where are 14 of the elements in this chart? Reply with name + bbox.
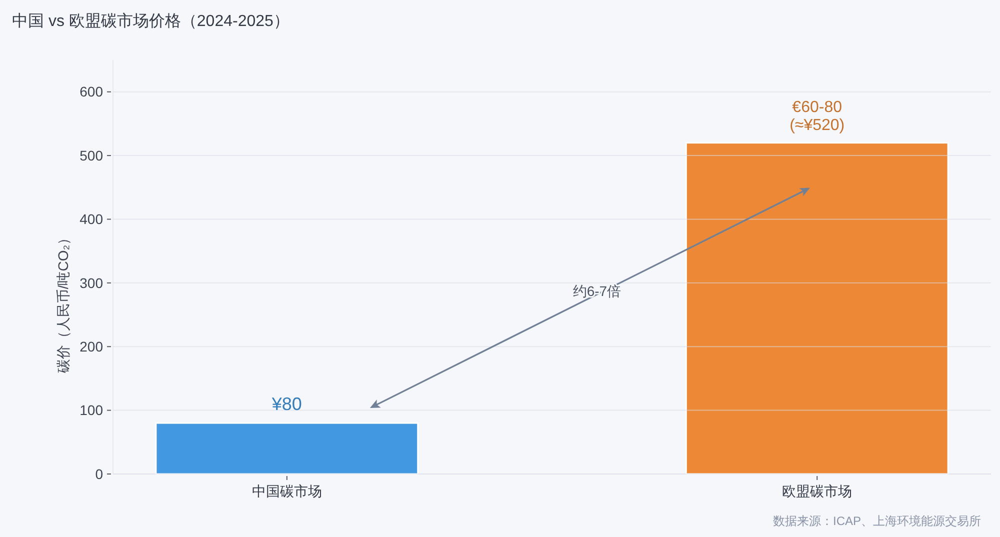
x-tick-label: 中国碳市场 xyxy=(252,483,322,499)
chart-title: 中国 vs 欧盟碳市场价格（2024-2025） xyxy=(12,12,290,30)
y-tick-label: 100 xyxy=(80,402,104,418)
y-tick-label: 200 xyxy=(80,338,104,355)
y-tick-label: 300 xyxy=(80,274,104,291)
y-axis-title: 碳价（人民币/吨CO₂） xyxy=(55,230,71,374)
x-tick-label: 欧盟碳市场 xyxy=(782,483,852,499)
y-tick-label: 400 xyxy=(80,211,104,228)
y-tick-label: 600 xyxy=(80,84,104,100)
y-tick-label: 0 xyxy=(95,466,104,482)
y-tick-label: 500 xyxy=(80,147,104,164)
source-note: 数据来源：ICAP、上海环境能源交易所 xyxy=(772,514,981,528)
data-label: ¥80 xyxy=(270,394,302,414)
data-label: €60-80 (≈¥520) xyxy=(790,98,845,134)
